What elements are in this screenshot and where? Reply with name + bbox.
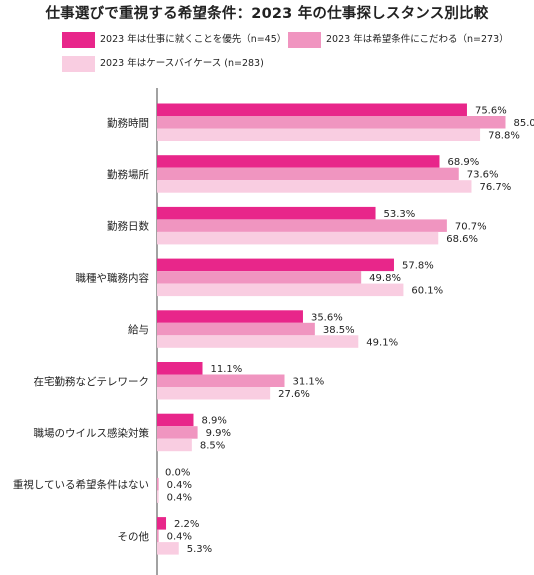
value-label: 53.3% bbox=[384, 209, 416, 220]
bar-series-2 bbox=[157, 167, 459, 181]
value-label: 8.9% bbox=[201, 416, 226, 427]
bar-series-1 bbox=[157, 206, 376, 220]
value-label: 0.0% bbox=[165, 467, 190, 478]
bar-series-2 bbox=[157, 426, 198, 439]
bar-series-3 bbox=[157, 387, 271, 400]
category-label: 給与 bbox=[128, 323, 149, 336]
category-label: 在宅勤務などテレワーク bbox=[34, 375, 150, 388]
value-label: 57.8% bbox=[402, 261, 434, 272]
bar-series-1 bbox=[157, 517, 167, 530]
value-label: 73.6% bbox=[467, 170, 499, 181]
bar-series-3 bbox=[157, 180, 472, 193]
bar-series-1 bbox=[157, 310, 303, 323]
legend-label-series-2: 2023 年は希望条件にこだわる（n=273） bbox=[326, 34, 509, 45]
bar-series-2 bbox=[157, 271, 362, 284]
bar-series-2 bbox=[157, 219, 447, 232]
legend-swatch-series-3 bbox=[62, 56, 95, 72]
bar-series-1 bbox=[157, 258, 394, 272]
value-label: 76.7% bbox=[479, 182, 511, 193]
value-label: 11.1% bbox=[211, 364, 243, 375]
value-label: 85.0% bbox=[514, 118, 534, 129]
category-label: 勤務場所 bbox=[107, 168, 149, 181]
bar-series-2 bbox=[157, 116, 506, 129]
bar-series-1 bbox=[157, 103, 467, 116]
bar-series-1 bbox=[157, 413, 194, 427]
value-label: 5.3% bbox=[187, 544, 212, 555]
value-label: 78.8% bbox=[488, 131, 520, 142]
category-label: 重視している希望条件はない bbox=[13, 478, 149, 491]
bar-series-2 bbox=[157, 477, 159, 491]
category-label: 勤務時間 bbox=[107, 116, 149, 129]
bar-series-3 bbox=[157, 231, 439, 245]
value-label: 68.6% bbox=[446, 234, 478, 245]
value-label: 75.6% bbox=[475, 106, 507, 117]
value-label: 70.7% bbox=[455, 221, 487, 232]
legend-swatch-series-1 bbox=[62, 32, 95, 48]
value-label: 0.4% bbox=[167, 492, 192, 503]
legend-label-series-3: 2023 年はケースバイケース (n=283) bbox=[100, 58, 264, 69]
bar-series-3 bbox=[157, 283, 404, 297]
value-label: 60.1% bbox=[411, 286, 443, 297]
category-label: 勤務日数 bbox=[107, 220, 149, 233]
value-label: 9.9% bbox=[206, 428, 231, 439]
bar-series-3 bbox=[157, 438, 192, 452]
bar-series-2 bbox=[157, 374, 285, 387]
value-label: 35.6% bbox=[311, 312, 343, 323]
bar-series-2 bbox=[157, 322, 315, 336]
value-label: 8.5% bbox=[200, 441, 225, 452]
value-label: 27.6% bbox=[278, 389, 310, 400]
bar-series-1 bbox=[157, 362, 203, 375]
value-label: 0.4% bbox=[167, 532, 192, 543]
bar-series-3 bbox=[157, 128, 481, 141]
value-label: 49.8% bbox=[369, 273, 401, 284]
value-label: 49.1% bbox=[366, 337, 398, 348]
bar-series-2 bbox=[157, 529, 159, 543]
bar-series-1 bbox=[157, 155, 440, 168]
value-label: 31.1% bbox=[293, 377, 325, 388]
bar-series-3 bbox=[157, 542, 179, 555]
value-label: 2.2% bbox=[174, 519, 199, 530]
value-label: 38.5% bbox=[323, 325, 355, 336]
bar-series-3 bbox=[157, 335, 359, 348]
chart-title: 仕事選びで重視する希望条件：2023 年の仕事探しスタンス別比較 bbox=[45, 6, 489, 22]
value-label: 68.9% bbox=[447, 157, 479, 168]
category-label: 職場のウイルス感染対策 bbox=[34, 426, 150, 439]
value-label: 0.4% bbox=[167, 480, 192, 491]
bar-series-3 bbox=[157, 490, 159, 503]
legend-swatch-series-2 bbox=[288, 32, 321, 48]
legend-label-series-1: 2023 年は仕事に就くことを優先（n=45） bbox=[100, 34, 287, 45]
category-label: その他 bbox=[118, 530, 150, 543]
category-label: 職種や職務内容 bbox=[76, 271, 150, 284]
